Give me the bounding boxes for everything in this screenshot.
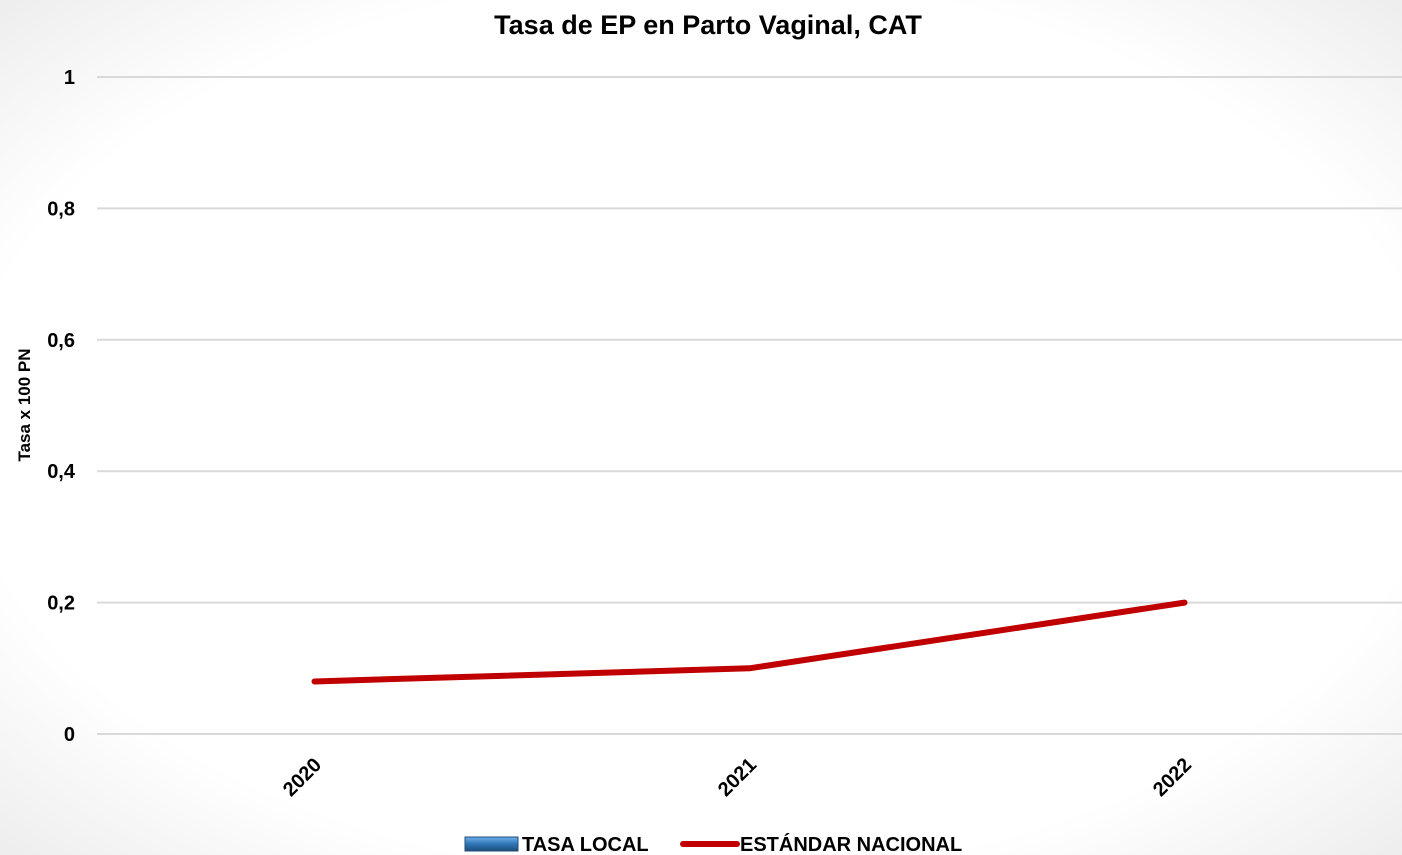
- y-tick-label: 0,8: [47, 198, 75, 220]
- y-tick-label: 0,2: [47, 593, 75, 615]
- chart-title: Tasa de EP en Parto Vaginal, CAT: [494, 10, 922, 40]
- y-tick-label: 0,4: [47, 461, 76, 483]
- legend-label-estandar-nacional: ESTÁNDAR NACIONAL: [740, 833, 962, 855]
- y-tick-label: 1: [64, 67, 75, 89]
- y-tick-label: 0,6: [47, 330, 75, 352]
- y-axis-label: Tasa x 100 PN: [15, 348, 34, 461]
- legend: TASA LOCAL ESTÁNDAR NACIONAL: [464, 833, 962, 855]
- y-axis-ticks: 0 0,2 0,4 0,6 0,8 1: [47, 67, 76, 746]
- series-layer: [311, 599, 1188, 685]
- legend-label-tasa-local: TASA LOCAL: [522, 834, 649, 855]
- legend-item-tasa-local: TASA LOCAL: [464, 834, 649, 855]
- y-tick-label: 0: [64, 724, 75, 746]
- legend-swatch-tasa-local: [464, 836, 519, 852]
- series-line-estandar-nacional: [311, 599, 1188, 685]
- gridlines: [97, 76, 1402, 735]
- legend-item-estandar-nacional: ESTÁNDAR NACIONAL: [680, 833, 962, 855]
